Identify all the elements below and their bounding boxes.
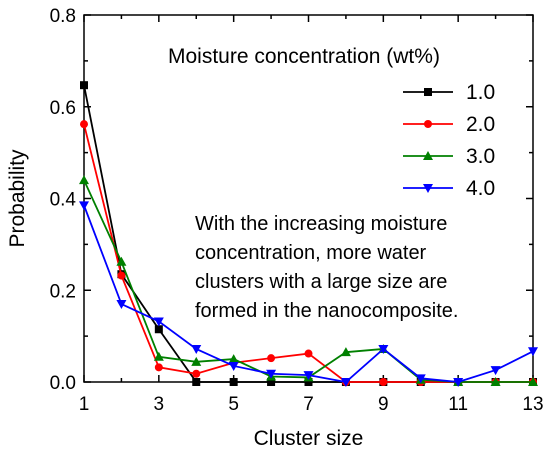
data-point-circle	[304, 349, 313, 358]
x-tick-label: 3	[154, 394, 165, 415]
data-point-triangle-down	[116, 300, 127, 310]
y-axis-title: Probability	[6, 149, 29, 248]
legend-item: 4.0	[403, 177, 495, 200]
data-point-triangle-up	[228, 354, 239, 364]
data-point-triangle-down	[490, 366, 501, 376]
data-point-triangle-down	[228, 361, 239, 371]
data-point-triangle-down	[453, 378, 464, 387]
data-point-triangle-down	[303, 371, 314, 381]
x-tick-label: 5	[228, 394, 239, 415]
data-point-triangle-down	[415, 374, 426, 384]
x-tick-label: 13	[522, 394, 543, 415]
annotation-line: concentration, more water	[195, 242, 427, 264]
data-point-square	[154, 325, 163, 334]
x-tick-label: 11	[448, 394, 468, 415]
data-point-square	[80, 81, 88, 90]
data-point-triangle-up	[153, 351, 164, 361]
data-point-triangle-down	[191, 344, 202, 354]
data-point-triangle-up	[528, 377, 538, 386]
legend-label: 3.0	[466, 145, 495, 168]
data-point-triangle-down	[340, 378, 351, 387]
data-point-triangle-down	[266, 369, 277, 379]
x-tick-label: 7	[303, 394, 314, 415]
legend-title: Moisture concentration (wt%)	[168, 45, 440, 68]
legend-item: 1.0	[403, 81, 495, 104]
data-point-square	[267, 378, 276, 386]
data-point-triangle-down	[528, 347, 538, 357]
legend-item: 2.0	[403, 113, 495, 136]
data-point-triangle-up	[490, 377, 501, 386]
annotation-line: With the increasing moisture	[195, 213, 447, 235]
legend-label: 4.0	[466, 177, 495, 200]
data-point-triangle-up	[116, 256, 127, 266]
y-tick-label: 0.8	[50, 6, 76, 27]
data-point-triangle-down	[153, 317, 164, 327]
legend-label: 1.0	[466, 81, 495, 104]
annotation-line: clusters with a large size are	[195, 271, 447, 293]
legend: Moisture concentration (wt%) 1.0 2.0 3.0 4.0	[168, 45, 495, 200]
data-point-triangle-up	[191, 356, 202, 366]
x-axis-title: Cluster size	[254, 427, 364, 450]
annotation-line: formed in the nanocomposite.	[195, 300, 459, 322]
data-point-circle	[80, 120, 88, 129]
annotation: With the increasing moisture concentratio…	[195, 213, 459, 322]
data-point-circle	[192, 369, 201, 378]
data-point-circle	[379, 378, 388, 386]
data-point-triangle-down	[378, 344, 389, 354]
legend-item: 3.0	[403, 145, 495, 168]
data-point-triangle-down	[79, 201, 89, 211]
data-point-square	[229, 378, 238, 386]
data-point-circle	[154, 363, 163, 372]
data-point-square	[424, 88, 432, 96]
data-point-triangle-up	[79, 175, 89, 185]
data-point-triangle-up	[423, 151, 433, 160]
y-tick-label: 0.6	[50, 98, 76, 119]
data-point-triangle-up	[340, 347, 351, 357]
data-point-triangle-down	[423, 184, 433, 193]
x-tick-label: 9	[378, 394, 389, 415]
legend-label: 2.0	[466, 113, 495, 136]
series-4.0	[79, 201, 538, 387]
y-tick-label: 0.0	[50, 373, 76, 394]
x-tick-label: 1	[79, 394, 90, 415]
data-point-square	[304, 378, 313, 386]
data-point-circle	[117, 271, 126, 280]
y-tick-label: 0.2	[50, 281, 76, 302]
data-point-circle	[424, 120, 432, 128]
data-point-square	[192, 378, 201, 386]
y-tick-label: 0.4	[50, 190, 77, 211]
series-layer	[79, 81, 538, 387]
data-point-circle	[267, 354, 276, 363]
